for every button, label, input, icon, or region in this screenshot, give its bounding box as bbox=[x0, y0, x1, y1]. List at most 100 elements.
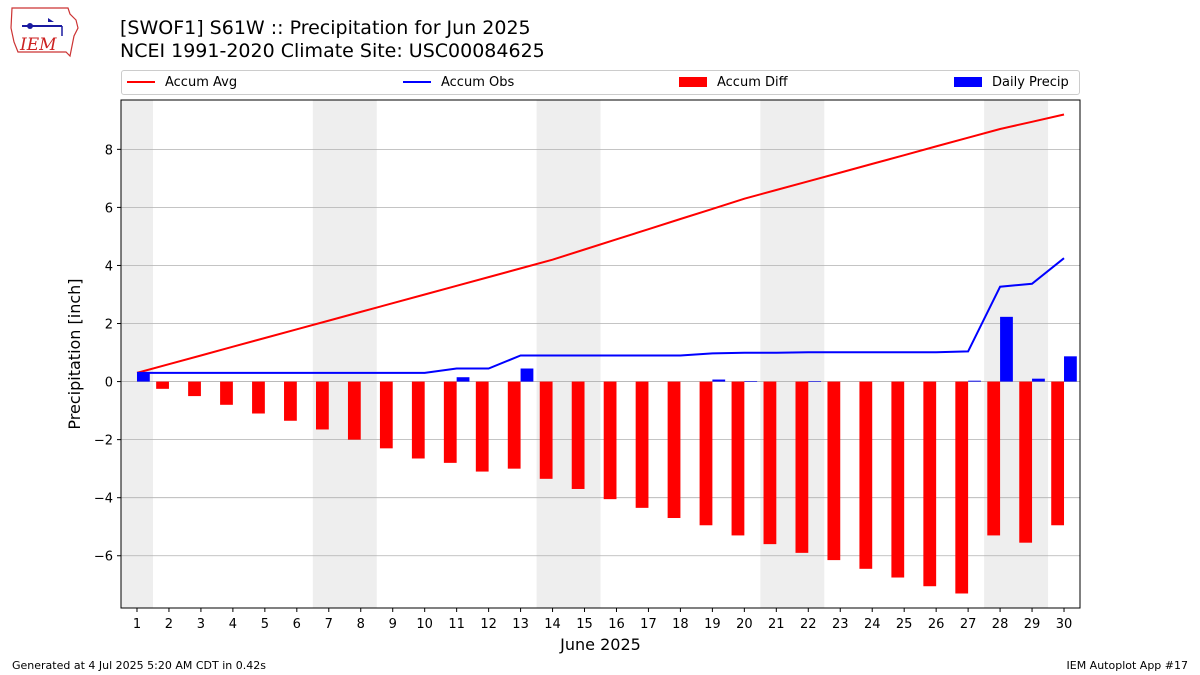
x-tick-label-8: 8 bbox=[357, 617, 365, 632]
accum-diff-bar-29 bbox=[1019, 381, 1033, 543]
footer-app: IEM Autoplot App #17 bbox=[1066, 659, 1189, 672]
weekend-shading bbox=[121, 100, 1049, 608]
x-tick-label-15: 15 bbox=[576, 617, 593, 632]
x-tick-label-19: 19 bbox=[704, 617, 721, 632]
weekend-band-1 bbox=[121, 100, 153, 608]
legend-item-accum-obs: Accum Obs bbox=[403, 74, 514, 92]
x-tick-label-20: 20 bbox=[736, 617, 753, 632]
accum-diff-bar-17 bbox=[635, 381, 649, 508]
accum-avg-line bbox=[136, 113, 1065, 374]
accum-diff-bar-18 bbox=[667, 381, 681, 519]
x-tick-label-24: 24 bbox=[864, 617, 881, 632]
x-tick-label-26: 26 bbox=[928, 617, 945, 632]
chart-subtitle: NCEI 1991-2020 Climate Site: USC00084625 bbox=[120, 40, 545, 62]
x-tick-label-9: 9 bbox=[389, 617, 397, 632]
y-tick-label-8: 8 bbox=[105, 143, 113, 158]
accum-diff-bar-15 bbox=[571, 381, 585, 489]
x-tick-label-1: 1 bbox=[133, 617, 141, 632]
x-tick-label-30: 30 bbox=[1056, 617, 1073, 632]
x-tick-label-7: 7 bbox=[325, 617, 333, 632]
accum-diff-bar-4 bbox=[220, 381, 233, 405]
accum-diff-bar-30 bbox=[1051, 381, 1065, 526]
accum-diff-bar-26 bbox=[923, 381, 937, 587]
daily-precip-bars bbox=[136, 316, 1077, 382]
weekend-band-2 bbox=[312, 100, 377, 608]
weekend-band-3 bbox=[536, 100, 601, 608]
daily-precip-bar-30 bbox=[1064, 356, 1077, 382]
legend-label-daily-precip: Daily Precip bbox=[992, 75, 1069, 90]
legend-item-daily-precip: Daily Precip bbox=[954, 74, 1069, 92]
daily-precip-bar-27 bbox=[968, 380, 981, 382]
accum-diff-bar-20 bbox=[731, 381, 745, 536]
x-tick-label-16: 16 bbox=[608, 617, 625, 632]
x-tick-label-11: 11 bbox=[448, 617, 465, 632]
legend-item-accum-avg: Accum Avg bbox=[127, 74, 237, 92]
accum-diff-bar-22 bbox=[795, 381, 809, 553]
x-tick-label-12: 12 bbox=[480, 617, 497, 632]
accum-diff-bar-14 bbox=[539, 381, 553, 479]
legend-swatch-accum-diff bbox=[679, 76, 707, 87]
footer-generated: Generated at 4 Jul 2025 5:20 AM CDT in 0… bbox=[12, 659, 266, 672]
y-tick-label-4: 4 bbox=[105, 259, 113, 274]
logo-text: IEM bbox=[19, 35, 57, 55]
accum-diff-bars bbox=[156, 381, 1065, 594]
x-tick-label-13: 13 bbox=[512, 617, 529, 632]
legend: Accum Avg Accum Obs Accum Diff Daily Pre… bbox=[121, 70, 1080, 95]
accum-diff-bar-19 bbox=[699, 381, 713, 526]
daily-precip-bar-28 bbox=[1000, 316, 1013, 382]
x-tick-label-3: 3 bbox=[197, 617, 205, 632]
x-tick-label-18: 18 bbox=[672, 617, 689, 632]
y-tick-label-6: 6 bbox=[105, 201, 113, 216]
daily-precip-bar-1 bbox=[136, 372, 150, 382]
x-tick-label-6: 6 bbox=[293, 617, 301, 632]
chart-title: [SWOF1] S61W :: Precipitation for Jun 20… bbox=[120, 17, 531, 39]
daily-precip-bar-19 bbox=[712, 379, 726, 382]
x-tick-label-5: 5 bbox=[261, 617, 269, 632]
iem-logo: IEM bbox=[10, 7, 79, 58]
accum-diff-bar-9 bbox=[379, 381, 393, 449]
daily-precip-bar-29 bbox=[1032, 378, 1045, 382]
legend-label-accum-avg: Accum Avg bbox=[165, 75, 238, 90]
y-tick-label--6: −6 bbox=[94, 550, 113, 565]
y-tick-label--4: −4 bbox=[94, 492, 113, 507]
legend-swatch-daily-precip bbox=[954, 76, 982, 87]
accum-diff-bar-11 bbox=[443, 381, 457, 463]
x-tick-label-2: 2 bbox=[165, 617, 173, 632]
x-tick-label-4: 4 bbox=[229, 617, 237, 632]
daily-precip-bar-11 bbox=[456, 377, 470, 382]
accum-diff-bar-8 bbox=[347, 381, 361, 440]
accum-lines bbox=[136, 113, 1065, 374]
accum-diff-bar-23 bbox=[827, 381, 841, 561]
axes: 1 2 3 4 5 6 7 8 9 10 11 12 13 14 15 16 17 18 19 20 21 22 23 24 2… bbox=[94, 143, 1072, 632]
x-tick-label-17: 17 bbox=[640, 617, 657, 632]
accum-diff-bar-27 bbox=[955, 381, 969, 594]
legend-label-accum-obs: Accum Obs bbox=[441, 75, 515, 90]
accum-diff-bar-21 bbox=[763, 381, 777, 545]
accum-diff-bar-7 bbox=[315, 381, 329, 430]
accum-diff-bar-24 bbox=[859, 381, 873, 569]
plot-frame bbox=[120, 99, 1081, 609]
accum-diff-bar-28 bbox=[987, 381, 1001, 536]
daily-precip-bar-20 bbox=[744, 380, 758, 382]
legend-label-accum-diff: Accum Diff bbox=[717, 75, 788, 90]
accum-diff-bar-10 bbox=[411, 381, 425, 459]
y-tick-label--2: −2 bbox=[94, 434, 113, 449]
x-tick-label-21: 21 bbox=[768, 617, 785, 632]
accum-diff-bar-25 bbox=[891, 381, 905, 578]
accum-diff-bar-12 bbox=[475, 381, 489, 472]
y-tick-label-0: 0 bbox=[105, 376, 113, 391]
x-tick-label-10: 10 bbox=[416, 617, 433, 632]
x-tick-label-27: 27 bbox=[960, 617, 977, 632]
x-tick-label-23: 23 bbox=[832, 617, 849, 632]
x-axis-label: June 2025 bbox=[559, 635, 641, 654]
accum-diff-bar-6 bbox=[284, 381, 297, 421]
daily-precip-bar-22 bbox=[808, 380, 822, 382]
x-tick-label-14: 14 bbox=[544, 617, 561, 632]
accum-diff-bar-13 bbox=[507, 381, 521, 469]
x-tick-label-22: 22 bbox=[800, 617, 817, 632]
accum-diff-bar-5 bbox=[252, 381, 265, 414]
accum-obs-line bbox=[137, 257, 1065, 374]
x-tick-label-29: 29 bbox=[1024, 617, 1041, 632]
daily-precip-bar-13 bbox=[520, 368, 534, 382]
